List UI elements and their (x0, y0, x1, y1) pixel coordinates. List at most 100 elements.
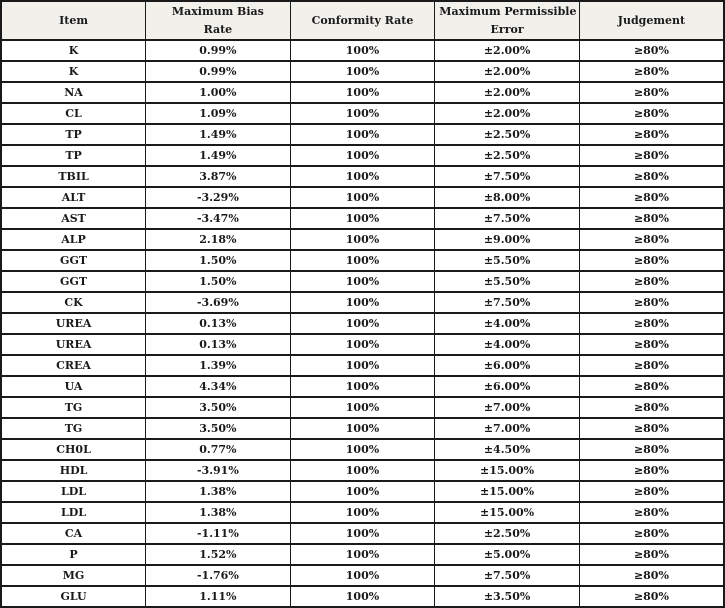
cell-max-permissible-error: ±9.00% (434, 228, 580, 251)
cell-conformity-rate: 100% (289, 60, 436, 83)
cell-max-bias-rate: 1.52% (145, 543, 291, 566)
cell-item: CL (0, 102, 147, 125)
col-header-item: Item (0, 0, 147, 41)
cell-judgement: ≥80% (578, 522, 725, 545)
cell-max-bias-rate: 1.49% (145, 123, 291, 146)
cell-max-bias-rate: 0.99% (145, 39, 291, 62)
cell-judgement: ≥80% (578, 438, 725, 461)
col-header-judgement: Judgement (578, 0, 725, 41)
table-row: ALP 2.18% 100% ±9.00% ≥80% (0, 228, 725, 251)
cell-conformity-rate: 100% (289, 543, 436, 566)
cell-item: ALP (0, 228, 147, 251)
cell-item: CA (0, 522, 147, 545)
cell-judgement: ≥80% (578, 39, 725, 62)
cell-item: TG (0, 396, 147, 419)
cell-judgement: ≥80% (578, 459, 725, 482)
cell-max-bias-rate: -1.76% (145, 564, 291, 587)
cell-conformity-rate: 100% (289, 165, 436, 188)
cell-item: CH0L (0, 438, 147, 461)
cell-max-bias-rate: 1.09% (145, 102, 291, 125)
cell-max-permissible-error: ±7.00% (434, 396, 580, 419)
cell-max-permissible-error: ±2.50% (434, 522, 580, 545)
cell-conformity-rate: 100% (289, 270, 436, 293)
cell-max-permissible-error: ±6.00% (434, 354, 580, 377)
cell-item: CREA (0, 354, 147, 377)
cell-conformity-rate: 100% (289, 39, 436, 62)
cell-item: HDL (0, 459, 147, 482)
cell-item: ALT (0, 186, 147, 209)
cell-max-bias-rate: 1.49% (145, 144, 291, 167)
cell-item: UA (0, 375, 147, 398)
table-row: GGT 1.50% 100% ±5.50% ≥80% (0, 270, 725, 293)
cell-conformity-rate: 100% (289, 459, 436, 482)
cell-item: GGT (0, 249, 147, 272)
table-body: K 0.99% 100% ±2.00% ≥80% K 0.99% 100% ±2.00% ≥80%… (0, 39, 725, 608)
table-row: AST -3.47% 100% ±7.50% ≥80% (0, 207, 725, 230)
cell-item: LDL (0, 480, 147, 503)
cell-conformity-rate: 100% (289, 102, 436, 125)
table-row: K 0.99% 100% ±2.00% ≥80% (0, 39, 725, 62)
col-header-mpe-line2: Error (490, 23, 524, 36)
cell-max-permissible-error: ±7.00% (434, 417, 580, 440)
cell-max-permissible-error: ±3.50% (434, 585, 580, 608)
cell-judgement: ≥80% (578, 417, 725, 440)
table-row: TG 3.50% 100% ±7.00% ≥80% (0, 417, 725, 440)
cell-max-bias-rate: 4.34% (145, 375, 291, 398)
cell-conformity-rate: 100% (289, 333, 436, 356)
table-header-row: Item Maximum Bias Rate Conformity Rate M… (0, 0, 725, 41)
col-header-item-label: Item (59, 14, 88, 27)
table-row: TG 3.50% 100% ±7.00% ≥80% (0, 396, 725, 419)
cell-max-bias-rate: 1.39% (145, 354, 291, 377)
cell-judgement: ≥80% (578, 60, 725, 83)
table-row: K 0.99% 100% ±2.00% ≥80% (0, 60, 725, 83)
cell-max-permissible-error: ±5.00% (434, 543, 580, 566)
cell-max-bias-rate: 3.50% (145, 396, 291, 419)
cell-max-permissible-error: ±8.00% (434, 186, 580, 209)
cell-max-permissible-error: ±4.00% (434, 312, 580, 335)
cell-max-bias-rate: 1.11% (145, 585, 291, 608)
cell-item: UREA (0, 312, 147, 335)
cell-judgement: ≥80% (578, 165, 725, 188)
cell-max-permissible-error: ±5.50% (434, 270, 580, 293)
cell-max-permissible-error: ±4.50% (434, 438, 580, 461)
cell-conformity-rate: 100% (289, 396, 436, 419)
cell-item: K (0, 60, 147, 83)
cell-item: NA (0, 81, 147, 104)
cell-conformity-rate: 100% (289, 228, 436, 251)
table-row: TP 1.49% 100% ±2.50% ≥80% (0, 144, 725, 167)
cell-item: MG (0, 564, 147, 587)
cell-item: TP (0, 144, 147, 167)
table-row: CL 1.09% 100% ±2.00% ≥80% (0, 102, 725, 125)
col-header-conformity-label: Conformity Rate (311, 14, 414, 27)
cell-judgement: ≥80% (578, 81, 725, 104)
cell-conformity-rate: 100% (289, 207, 436, 230)
cell-judgement: ≥80% (578, 228, 725, 251)
cell-max-permissible-error: ±2.00% (434, 102, 580, 125)
cell-judgement: ≥80% (578, 333, 725, 356)
cell-max-permissible-error: ±7.50% (434, 564, 580, 587)
table-row: ALT -3.29% 100% ±8.00% ≥80% (0, 186, 725, 209)
cell-max-bias-rate: -3.47% (145, 207, 291, 230)
cell-max-permissible-error: ±2.00% (434, 39, 580, 62)
table-row: GGT 1.50% 100% ±5.50% ≥80% (0, 249, 725, 272)
cell-max-bias-rate: 1.38% (145, 480, 291, 503)
cell-judgement: ≥80% (578, 480, 725, 503)
cell-max-permissible-error: ±7.50% (434, 165, 580, 188)
cell-max-bias-rate: 0.13% (145, 333, 291, 356)
cell-conformity-rate: 100% (289, 375, 436, 398)
cell-item: GLU (0, 585, 147, 608)
cell-conformity-rate: 100% (289, 564, 436, 587)
cell-max-permissible-error: ±7.50% (434, 291, 580, 314)
table-row: GLU 1.11% 100% ±3.50% ≥80% (0, 585, 725, 608)
cell-max-permissible-error: ±2.50% (434, 144, 580, 167)
table-row: P 1.52% 100% ±5.00% ≥80% (0, 543, 725, 566)
cell-max-permissible-error: ±5.50% (434, 249, 580, 272)
cell-item: AST (0, 207, 147, 230)
cell-item: LDL (0, 501, 147, 524)
table-row: HDL -3.91% 100% ±15.00% ≥80% (0, 459, 725, 482)
cell-max-bias-rate: 3.87% (145, 165, 291, 188)
col-header-max-bias-line2: Rate (203, 23, 233, 36)
cell-judgement: ≥80% (578, 144, 725, 167)
cell-max-bias-rate: 3.50% (145, 417, 291, 440)
